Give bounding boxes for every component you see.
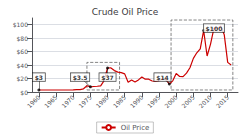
svg-text:2000: 2000 xyxy=(163,93,179,109)
svg-text:$37: $37 xyxy=(101,74,114,81)
svg-text:1965: 1965 xyxy=(43,93,59,109)
svg-text:$100: $100 xyxy=(206,25,223,32)
svg-text:$100: $100 xyxy=(13,21,28,28)
svg-text:$14: $14 xyxy=(156,74,169,81)
svg-text:$3.5: $3.5 xyxy=(73,74,88,81)
svg-text:1970: 1970 xyxy=(60,93,76,109)
svg-text:1985: 1985 xyxy=(111,93,127,109)
svg-text:1995: 1995 xyxy=(146,93,162,109)
svg-text:1980: 1980 xyxy=(94,93,110,109)
svg-text:$20: $20 xyxy=(17,75,29,82)
svg-text:$0: $0 xyxy=(20,89,28,96)
svg-text:2005: 2005 xyxy=(180,93,196,109)
svg-text:$60: $60 xyxy=(17,48,29,55)
svg-text:$40: $40 xyxy=(17,62,29,69)
svg-text:$3: $3 xyxy=(35,74,43,81)
svg-text:$80: $80 xyxy=(17,35,29,42)
svg-text:1960: 1960 xyxy=(26,93,42,109)
svg-text:2015: 2015 xyxy=(214,93,230,109)
svg-text:2010: 2010 xyxy=(197,93,213,109)
svg-text:1990: 1990 xyxy=(129,93,145,109)
svg-text:Crude Oil Price: Crude Oil Price xyxy=(92,7,159,17)
svg-text:Oil Price: Oil Price xyxy=(121,124,150,132)
svg-text:1975: 1975 xyxy=(77,93,93,109)
